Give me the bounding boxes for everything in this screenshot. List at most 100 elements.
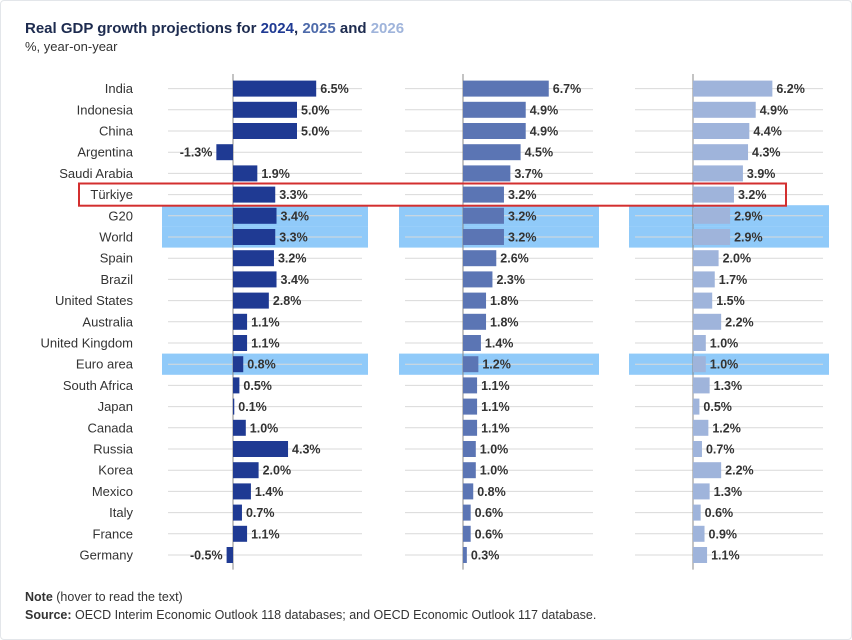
data-label-2026: 2.9% — [734, 209, 763, 223]
bar-2026 — [693, 165, 743, 182]
title-year-2026: 2026 — [370, 20, 405, 37]
data-label-2026: 1.3% — [714, 379, 743, 393]
category-label: Brazil — [100, 272, 133, 287]
data-label-2024: -0.5% — [190, 549, 223, 563]
data-label-2025: 1.0% — [480, 443, 509, 457]
data-label-2024: 5.0% — [301, 125, 330, 139]
bar-2026 — [693, 186, 734, 203]
category-label: G20 — [108, 208, 133, 223]
data-label-2024: 6.5% — [320, 82, 349, 96]
bar-2026 — [693, 504, 701, 521]
data-label-2026: 2.9% — [734, 231, 763, 245]
bar-2025 — [463, 547, 467, 563]
data-label-2025: 1.1% — [481, 400, 510, 414]
bar-2026 — [693, 123, 750, 139]
category-label: World — [99, 230, 133, 245]
title-year-2024: 2024 — [260, 20, 294, 37]
bar-2024 — [233, 186, 276, 203]
note-label: Note — [25, 590, 53, 604]
data-label-2024: 5.0% — [301, 103, 330, 117]
bar-2026 — [693, 335, 706, 351]
data-label-2024: 0.1% — [238, 400, 267, 414]
source-label: Source: — [25, 608, 72, 622]
data-label-2026: 1.1% — [711, 549, 740, 563]
data-label-2025: 4.5% — [525, 146, 554, 160]
bar-2025 — [463, 398, 478, 415]
category-label: Euro area — [76, 357, 134, 372]
source-line: Source: OECD Interim Economic Outlook 11… — [25, 608, 596, 622]
data-label-2025: 0.6% — [475, 506, 504, 520]
bar-2024 — [233, 229, 276, 245]
data-label-2025: 1.2% — [482, 358, 511, 372]
source-text: OECD Interim Economic Outlook 118 databa… — [71, 608, 597, 622]
bar-2026 — [693, 80, 773, 97]
bar-2024 — [233, 250, 274, 267]
bar-2025 — [463, 271, 493, 288]
category-label: United States — [55, 293, 134, 308]
bar-2025 — [463, 123, 526, 139]
bar-2025 — [463, 419, 478, 436]
bar-2025 — [463, 207, 504, 224]
category-label: China — [99, 124, 134, 139]
data-label-2025: 1.0% — [480, 464, 509, 478]
bar-2025 — [463, 441, 476, 457]
bar-2024 — [233, 271, 277, 288]
turkiye-highlight-box — [78, 182, 787, 207]
data-label-2026: 6.2% — [776, 82, 805, 96]
bar-2026 — [693, 483, 710, 500]
data-label-2024: 2.8% — [273, 294, 302, 308]
category-label: Australia — [82, 314, 133, 329]
data-label-2026: 0.5% — [703, 400, 732, 414]
data-label-2026: 1.2% — [712, 421, 741, 435]
bar-2024 — [233, 123, 297, 139]
note-line[interactable]: Note (hover to read the text) — [25, 590, 183, 604]
bar-2026 — [693, 101, 756, 118]
data-label-2026: 1.5% — [716, 294, 745, 308]
bar-2024 — [233, 398, 235, 415]
bar-2024 — [216, 144, 233, 161]
bar-2024 — [233, 377, 240, 394]
data-label-2025: 3.7% — [514, 167, 543, 181]
data-label-2026: 2.2% — [725, 464, 754, 478]
bar-2024 — [233, 335, 248, 351]
category-label: Mexico — [92, 484, 133, 499]
data-label-2026: 0.7% — [706, 443, 735, 457]
category-label: Germany — [80, 548, 134, 563]
category-label: Italy — [109, 505, 133, 520]
bar-2026 — [693, 229, 731, 245]
data-label-2025: 3.2% — [508, 231, 536, 245]
data-label-2026: 2.0% — [723, 252, 752, 266]
bar-2025 — [463, 144, 521, 161]
category-label: Canada — [87, 420, 133, 435]
bar-2025 — [463, 377, 478, 394]
data-label-2025: 0.3% — [471, 549, 500, 563]
bar-2024 — [233, 165, 258, 182]
bar-2024 — [233, 525, 248, 542]
data-label-2025: 3.2% — [508, 209, 536, 223]
bar-2026 — [693, 356, 706, 373]
category-label: Indonesia — [77, 102, 134, 117]
bar-2026 — [693, 144, 749, 161]
bar-2026 — [693, 377, 710, 394]
data-label-2024: 0.8% — [247, 358, 275, 372]
bar-2024 — [233, 462, 259, 479]
data-label-2026: 0.6% — [705, 506, 734, 520]
data-label-2025: 2.6% — [500, 252, 529, 266]
category-label: Korea — [98, 463, 133, 478]
bar-2025 — [463, 250, 497, 267]
bar-2025 — [463, 80, 549, 97]
data-label-2024: 1.1% — [251, 337, 280, 351]
bar-2024 — [233, 80, 317, 97]
data-label-2025: 2.3% — [496, 273, 525, 287]
data-label-2026: 2.2% — [725, 315, 754, 329]
category-label: Türkiye — [90, 187, 133, 202]
data-label-2026: 1.3% — [714, 485, 743, 499]
data-label-2025: 1.1% — [481, 421, 510, 435]
data-label-2024: 3.2% — [278, 252, 307, 266]
data-label-2024: 0.7% — [246, 506, 275, 520]
bar-2026 — [693, 250, 719, 267]
bar-2024 — [233, 504, 242, 521]
bar-2026 — [693, 547, 708, 563]
data-label-2026: 4.3% — [752, 146, 781, 160]
